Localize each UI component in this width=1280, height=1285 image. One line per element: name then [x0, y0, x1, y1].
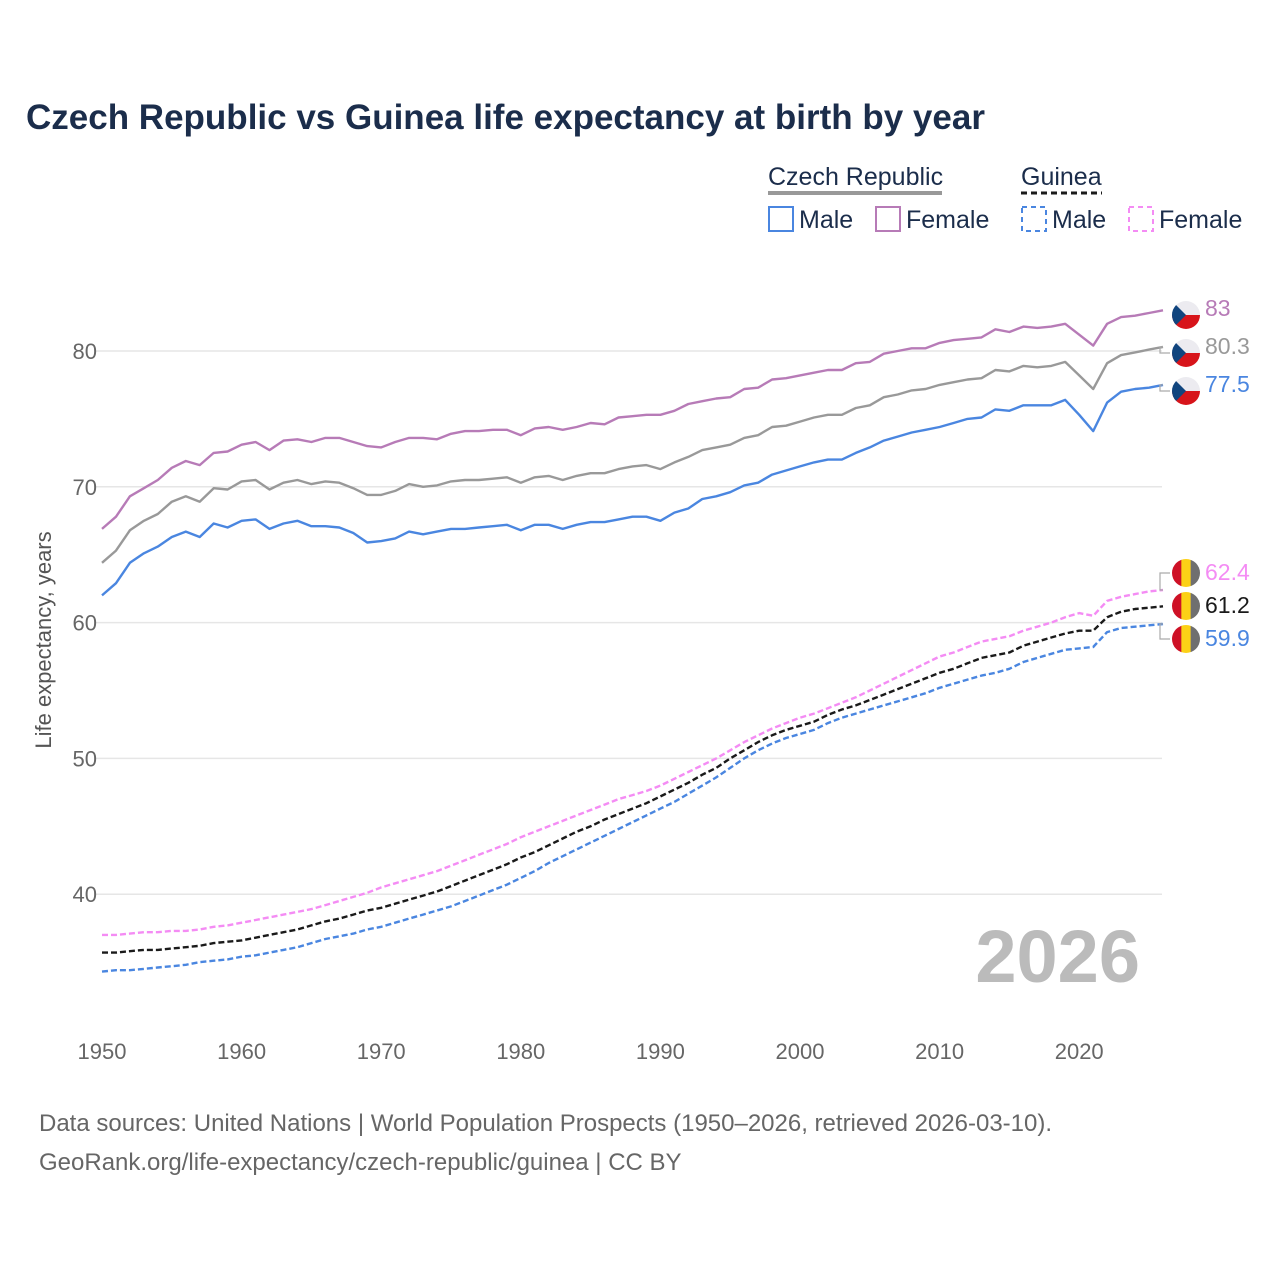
- series-lines: [101, 309, 1164, 973]
- legend-czech-female-swatch: [875, 206, 901, 232]
- legend: Czech Republic Guinea Male Female Male F…: [768, 163, 1242, 234]
- series-line-guinea-total: [102, 605, 1164, 954]
- y-tick-label: 40: [73, 882, 97, 907]
- y-axis-ticks: 40 50 60 70 80: [73, 339, 97, 907]
- year-watermark: 2026: [975, 915, 1140, 998]
- czech-flag-icon: [1172, 377, 1200, 405]
- legend-guinea-female-swatch: [1128, 206, 1154, 232]
- legend-group-guinea: Guinea: [1021, 163, 1102, 191]
- footer-sources: Data sources: United Nations | World Pop…: [39, 1110, 1052, 1137]
- end-value-label: 83: [1205, 295, 1231, 321]
- x-tick-label: 1990: [636, 1039, 685, 1064]
- legend-guinea-male-swatch: [1021, 206, 1047, 232]
- czech-flag-icon: [1172, 339, 1200, 367]
- legend-czech-female-label[interactable]: Female: [906, 206, 989, 234]
- footer-link[interactable]: GeoRank.org/life-expectancy/czech-republ…: [39, 1149, 682, 1176]
- x-tick-label: 1970: [357, 1039, 406, 1064]
- end-value-label: 80.3: [1205, 333, 1250, 359]
- gridlines: [95, 350, 1162, 895]
- end-value-label: 77.5: [1205, 371, 1250, 397]
- series-line-guinea-female: [102, 588, 1164, 937]
- legend-guinea-female-label[interactable]: Female: [1159, 206, 1242, 234]
- guinea-flag-icon: [1172, 592, 1200, 620]
- end-value-label: 59.9: [1205, 625, 1250, 651]
- end-label-connector: [1159, 572, 1170, 591]
- series-line-czech-republic-male: [101, 383, 1164, 597]
- legend-group-czech: Czech Republic: [768, 163, 943, 191]
- y-axis-label: Life expectancy, years: [31, 531, 56, 748]
- chart-title: Czech Republic vs Guinea life expectancy…: [26, 98, 985, 137]
- x-tick-label: 2020: [1055, 1039, 1104, 1064]
- legend-czech-male-swatch: [768, 206, 794, 232]
- x-tick-label: 1960: [217, 1039, 266, 1064]
- legend-czech-male-label[interactable]: Male: [799, 206, 853, 234]
- x-tick-label: 1950: [78, 1039, 127, 1064]
- end-value-label: 62.4: [1205, 559, 1250, 585]
- end-label-connector: [1159, 623, 1170, 640]
- x-tick-label: 2000: [776, 1039, 825, 1064]
- guinea-flag-icon: [1172, 625, 1200, 653]
- czech-flag-icon: [1172, 301, 1200, 329]
- x-tick-label: 1980: [496, 1039, 545, 1064]
- end-value-label: 61.2: [1205, 592, 1250, 618]
- y-tick-label: 70: [73, 475, 97, 500]
- series-line-czech-republic-female: [101, 309, 1164, 530]
- legend-guinea-male-label[interactable]: Male: [1052, 206, 1106, 234]
- end-label-connector: [1159, 384, 1170, 392]
- y-tick-label: 50: [73, 746, 97, 771]
- y-tick-label: 80: [73, 339, 97, 364]
- x-axis-ticks: 1950 1960 1970 1980 1990 2000 2010 2020: [78, 1039, 1104, 1064]
- x-tick-label: 2010: [915, 1039, 964, 1064]
- series-line-czech-republic-total: [101, 345, 1164, 564]
- guinea-flag-icon: [1172, 559, 1200, 587]
- end-labels: 83 80.3 77.5 62.4 61.2 59.9: [1159, 295, 1250, 653]
- end-label-connector: [1159, 346, 1170, 354]
- y-tick-label: 60: [73, 611, 97, 636]
